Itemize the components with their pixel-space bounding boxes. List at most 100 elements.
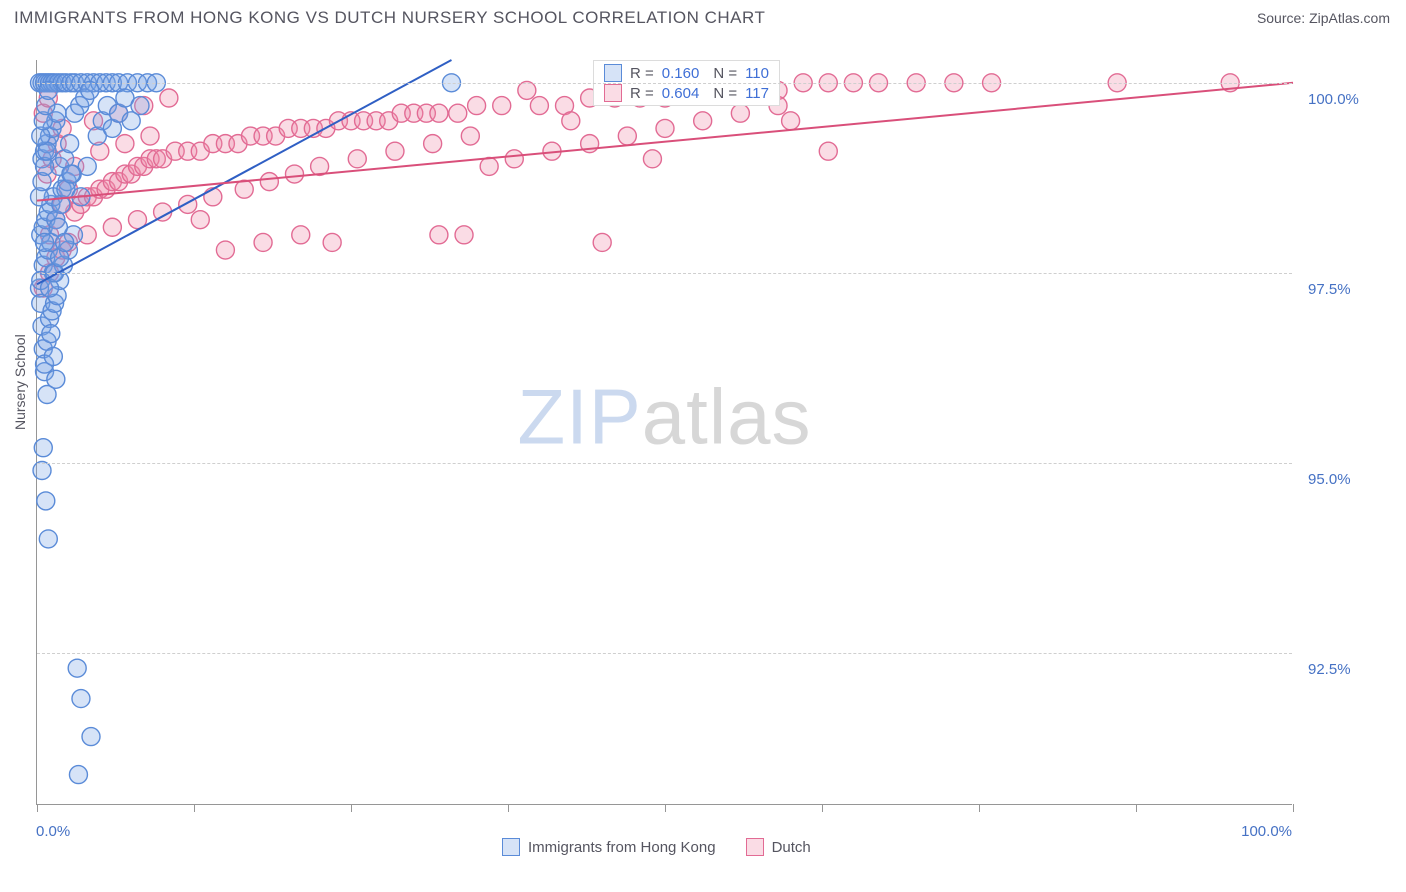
scatter-point (656, 119, 674, 137)
x-tick-label: 0.0% (36, 823, 70, 840)
scatter-point (39, 530, 57, 548)
scatter-point (47, 370, 65, 388)
scatter-point (618, 127, 636, 145)
scatter-point (643, 150, 661, 168)
scatter-point (103, 218, 121, 236)
chart-plot-area: ZIPatlas R = 0.160 N = 110 R = 0.604 N =… (36, 60, 1292, 805)
r-value-hk: 0.160 (662, 65, 700, 82)
n-value-hk: 110 (745, 65, 769, 82)
scatter-point (42, 325, 60, 343)
scatter-point (430, 104, 448, 122)
x-tick-label: 100.0% (1241, 823, 1292, 840)
scatter-point (731, 104, 749, 122)
scatter-point (505, 150, 523, 168)
scatter-point (179, 195, 197, 213)
scatter-point (593, 233, 611, 251)
gridline (37, 83, 1292, 84)
scatter-point (449, 104, 467, 122)
x-tick (1136, 804, 1137, 812)
scatter-point (424, 135, 442, 153)
scatter-point (191, 211, 209, 229)
scatter-point (56, 233, 74, 251)
scatter-point (116, 135, 134, 153)
y-tick-label: 95.0% (1308, 471, 1351, 488)
scatter-point (131, 97, 149, 115)
scatter-point (348, 150, 366, 168)
scatter-point (36, 233, 54, 251)
scatter-point (235, 180, 253, 198)
y-axis-title: Nursery School (12, 334, 28, 430)
scatter-point (72, 690, 90, 708)
scatter-point (455, 226, 473, 244)
trend-line (37, 60, 451, 284)
scatter-point (69, 766, 87, 784)
gridline (37, 273, 1292, 274)
gridline (37, 463, 1292, 464)
scatter-point (430, 226, 448, 244)
legend-stats-row-hk: R = 0.160 N = 110 (604, 64, 769, 82)
scatter-point (160, 89, 178, 107)
scatter-point (81, 81, 99, 99)
x-tick (822, 804, 823, 812)
swatch-dutch (604, 84, 622, 102)
r-label: R = (630, 65, 654, 82)
scatter-point (61, 135, 79, 153)
swatch-dutch (746, 838, 764, 856)
scatter-point (254, 233, 272, 251)
scatter-point (37, 492, 55, 510)
scatter-point (468, 97, 486, 115)
x-tick (979, 804, 980, 812)
scatter-point (39, 81, 57, 99)
y-tick-label: 100.0% (1308, 91, 1359, 108)
gridline (37, 653, 1292, 654)
chart-title: IMMIGRANTS FROM HONG KONG VS DUTCH NURSE… (14, 8, 765, 28)
scatter-point (216, 241, 234, 259)
y-tick-label: 97.5% (1308, 281, 1351, 298)
scatter-point (204, 188, 222, 206)
scatter-point (782, 112, 800, 130)
scatter-point (62, 165, 80, 183)
legend-stats-row-dutch: R = 0.604 N = 117 (604, 84, 769, 102)
n-label: N = (713, 85, 737, 102)
x-tick (1293, 804, 1294, 812)
scatter-point (493, 97, 511, 115)
scatter-point (292, 226, 310, 244)
scatter-point (323, 233, 341, 251)
scatter-point (518, 81, 536, 99)
scatter-point (480, 157, 498, 175)
scatter-point (694, 112, 712, 130)
scatter-point (386, 142, 404, 160)
scatter-point (78, 157, 96, 175)
scatter-point (819, 142, 837, 160)
scatter-svg (37, 60, 1292, 804)
scatter-point (141, 127, 159, 145)
legend-item-hk: Immigrants from Hong Kong (502, 838, 716, 856)
legend-label-dutch: Dutch (772, 839, 811, 856)
scatter-point (461, 127, 479, 145)
r-label: R = (630, 85, 654, 102)
chart-source: Source: ZipAtlas.com (1257, 10, 1390, 26)
x-tick (37, 804, 38, 812)
x-tick (508, 804, 509, 812)
scatter-point (562, 112, 580, 130)
r-value-dutch: 0.604 (662, 85, 700, 102)
n-label: N = (713, 65, 737, 82)
y-tick-label: 92.5% (1308, 661, 1351, 678)
scatter-point (285, 165, 303, 183)
x-tick (665, 804, 666, 812)
x-tick (194, 804, 195, 812)
scatter-point (33, 462, 51, 480)
legend-item-dutch: Dutch (746, 838, 811, 856)
swatch-hk (604, 64, 622, 82)
scatter-point (34, 439, 52, 457)
legend-series-box: Immigrants from Hong Kong Dutch (502, 838, 811, 856)
scatter-point (530, 97, 548, 115)
scatter-point (82, 728, 100, 746)
scatter-point (260, 173, 278, 191)
scatter-point (68, 659, 86, 677)
scatter-point (44, 347, 62, 365)
legend-label-hk: Immigrants from Hong Kong (528, 839, 716, 856)
n-value-dutch: 117 (745, 85, 769, 102)
swatch-hk (502, 838, 520, 856)
x-tick (351, 804, 352, 812)
